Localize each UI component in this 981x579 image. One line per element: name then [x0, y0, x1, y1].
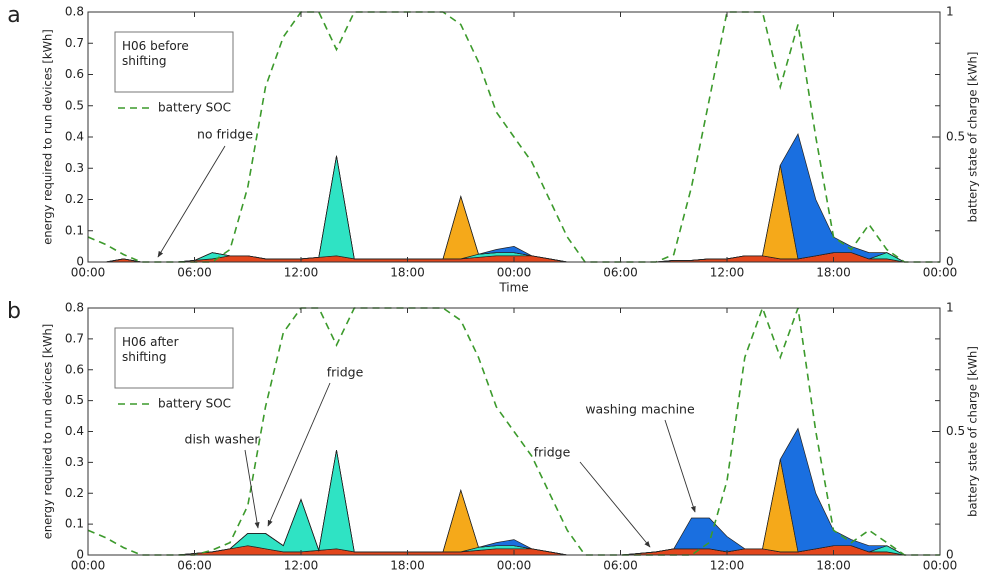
annotation-arrow — [579, 461, 651, 548]
y-tick-label: 0.1 — [65, 223, 84, 237]
y-axis-label: energy required to run devices [kWh] — [41, 324, 55, 539]
y2-tick-label: 0.5 — [946, 424, 965, 438]
legend-box — [114, 327, 234, 389]
y2-tick-label: 0.5 — [946, 130, 965, 144]
x-tick-label: 18:00 — [390, 266, 425, 280]
legend-label: battery SOC — [158, 101, 231, 115]
y-tick-label: 0.7 — [65, 331, 84, 345]
x-tick-label: 12:00 — [710, 266, 745, 280]
annotation: fridge — [534, 445, 571, 460]
y-tick-label: 0.2 — [65, 486, 84, 500]
panel-label: a — [7, 3, 20, 28]
x-tick-label: 00:00 — [923, 559, 958, 573]
y-tick-label: 0.4 — [65, 130, 84, 144]
y2-tick-label: 1 — [946, 5, 954, 19]
y-axis-label: energy required to run devices [kWh] — [41, 29, 55, 244]
annotation: fridge — [327, 365, 364, 380]
y-tick-label: 0.5 — [65, 393, 84, 407]
panel-label: b — [7, 299, 21, 324]
legend-title-box: H06 after shifting — [122, 335, 179, 364]
annotation-arrow — [267, 382, 331, 527]
x-tick-label: 00:00 — [497, 559, 532, 573]
x-tick-label: 06:00 — [177, 559, 212, 573]
y-tick-label: 0.1 — [65, 517, 84, 531]
x-tick-label: 00:00 — [71, 559, 106, 573]
x-tick-label: 00:00 — [923, 266, 958, 280]
legend-title: H06 before shifting — [122, 39, 189, 68]
legend-label: battery SOC — [158, 397, 231, 411]
soc-line — [87, 11, 940, 263]
y2-axis-label: battery state of charge [kWh] — [966, 52, 980, 223]
x-axis-label: Time — [498, 281, 528, 295]
x-tick-label: 00:00 — [497, 266, 532, 280]
x-tick-label: 18:00 — [816, 559, 851, 573]
y-tick-label: 0.3 — [65, 161, 84, 175]
legend-title: H06 after shifting — [122, 335, 179, 364]
y-tick-label: 0.7 — [65, 36, 84, 50]
device-area — [88, 132, 940, 263]
x-tick-label: 06:00 — [603, 559, 638, 573]
y-tick-label: 0.2 — [65, 192, 84, 206]
legend-title-box: H06 before shifting — [122, 39, 189, 68]
annotation: dish washer — [185, 432, 261, 447]
annotation: washing machine — [585, 402, 695, 417]
y-tick-label: 0.3 — [65, 455, 84, 469]
y-tick-label: 0.4 — [65, 424, 84, 438]
x-tick-label: 12:00 — [710, 559, 745, 573]
annotation-arrow — [664, 419, 696, 513]
legend-box — [114, 31, 234, 93]
x-tick-label: 06:00 — [603, 266, 638, 280]
x-tick-label: 18:00 — [390, 559, 425, 573]
y-tick-label: 0.6 — [65, 362, 84, 376]
x-tick-label: 12:00 — [284, 559, 319, 573]
y-tick-label: 0.8 — [65, 5, 84, 19]
x-tick-label: 00:00 — [71, 266, 106, 280]
y-tick-label: 0 — [76, 548, 84, 562]
device-area — [88, 427, 940, 556]
y-tick-label: 0.6 — [65, 67, 84, 81]
y-tick-label: 0.5 — [65, 98, 84, 112]
y2-tick-label: 1 — [946, 301, 954, 315]
y2-tick-label: 0 — [946, 255, 954, 269]
y2-tick-label: 0 — [946, 548, 954, 562]
x-tick-label: 18:00 — [816, 266, 851, 280]
annotation: no fridge — [197, 127, 253, 142]
x-tick-label: 06:00 — [177, 266, 212, 280]
x-tick-label: 12:00 — [284, 266, 319, 280]
annotation-arrow — [157, 145, 226, 258]
y-tick-label: 0.8 — [65, 301, 84, 315]
annotation-arrow — [244, 449, 260, 529]
y-tick-label: 0 — [76, 255, 84, 269]
y2-axis-label: battery state of charge [kWh] — [966, 346, 980, 517]
